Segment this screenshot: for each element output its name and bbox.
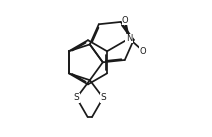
Text: S: S — [100, 93, 106, 102]
Text: N: N — [126, 34, 132, 43]
Text: S: S — [74, 93, 80, 102]
Text: O: O — [122, 16, 129, 25]
Text: O: O — [140, 47, 146, 56]
